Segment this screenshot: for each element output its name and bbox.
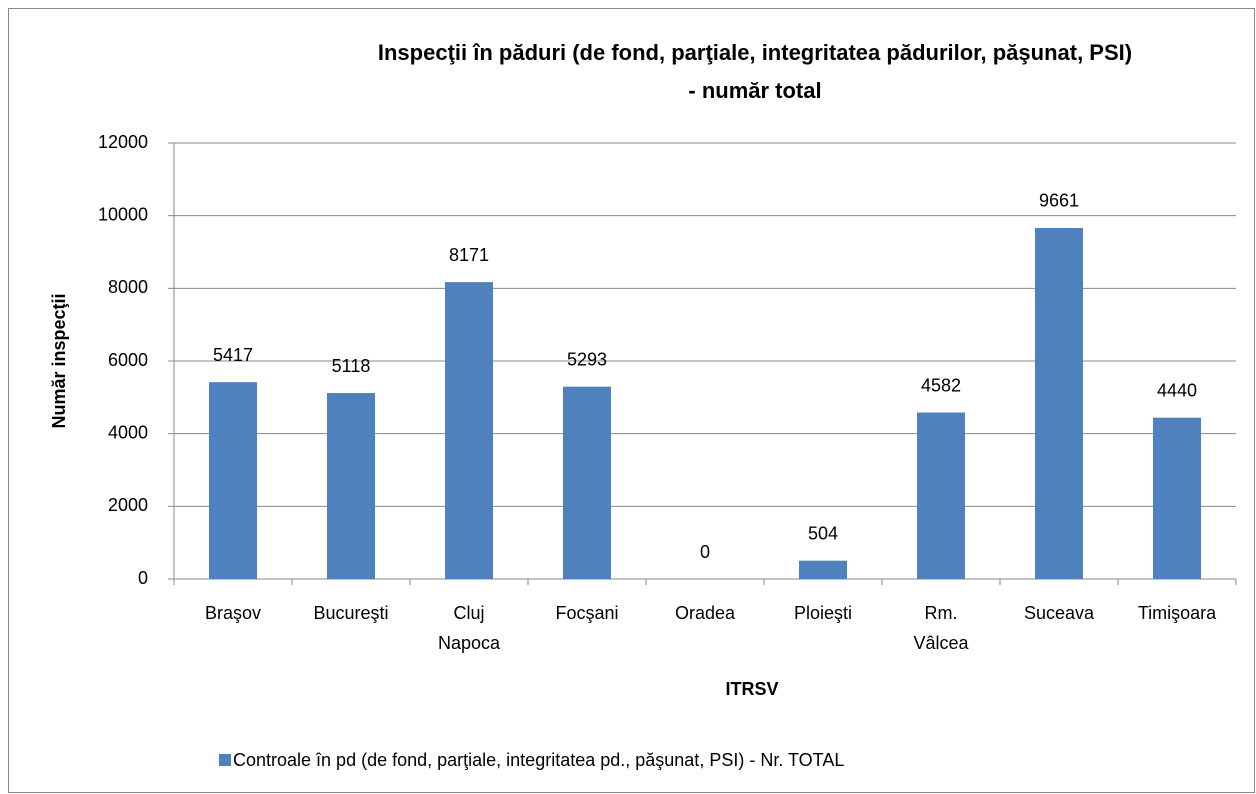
y-tick-label: 8000 [108,277,148,297]
bar [1153,417,1201,579]
data-label: 5293 [567,349,607,369]
data-label: 504 [808,523,838,543]
legend-label: Controale în pd (de fond, parţiale, inte… [233,750,844,770]
bar [209,382,257,579]
bar [917,412,965,579]
y-tick-label: 10000 [98,204,148,224]
y-axis-title: Număr inspecţii [49,293,69,428]
data-label: 8171 [449,245,489,265]
bar [563,386,611,579]
data-label: 5118 [332,356,371,376]
x-tick-label: Oradea [675,603,736,623]
y-tick-label: 2000 [108,495,148,515]
x-tick-label: Braşov [205,603,261,623]
x-tick-label: Ploieşti [794,603,852,623]
x-tick-label: Suceava [1024,603,1095,623]
bar [327,393,375,579]
x-tick-label: Cluj Napoca [438,603,501,653]
data-label: 4582 [921,375,961,395]
bar [799,560,847,579]
chart-title: - număr total [688,78,821,103]
y-tick-label: 0 [138,568,148,588]
bar [445,282,493,579]
data-label: 0 [700,542,710,562]
x-tick-label: Rm. Vâlcea [913,603,969,653]
chart-title: Inspecţii în păduri (de fond, parţiale, … [378,40,1132,65]
legend-swatch [219,754,231,766]
y-tick-label: 4000 [108,422,148,442]
x-tick-label: Timişoara [1138,603,1217,623]
x-axis-title: ITRSV [725,679,778,699]
data-label: 5417 [213,345,253,365]
x-tick-label: Focşani [555,603,618,623]
y-tick-label: 12000 [98,132,148,152]
y-tick-label: 6000 [108,350,148,370]
data-label: 9661 [1039,191,1079,211]
data-label: 4440 [1157,380,1197,400]
bar [1035,227,1083,579]
x-tick-label: Bucureşti [313,603,388,623]
